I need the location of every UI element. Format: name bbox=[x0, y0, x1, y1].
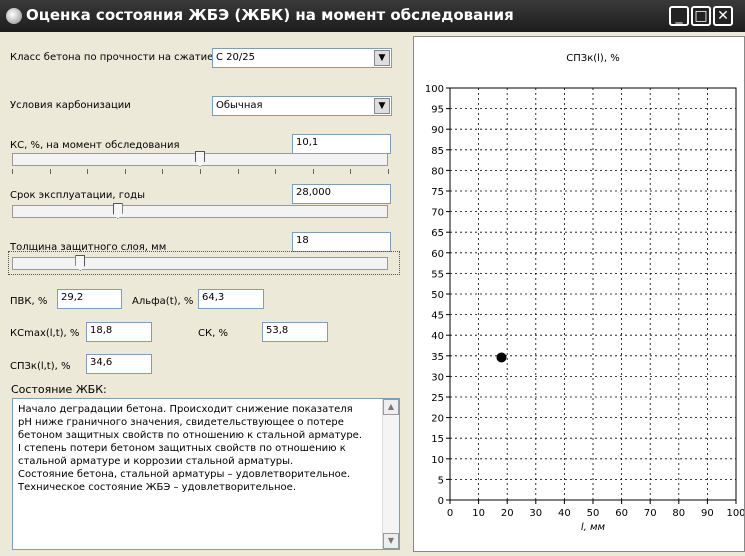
x-tick-label: 40 bbox=[558, 508, 571, 519]
pvk-output[interactable]: 29,2 bbox=[57, 289, 122, 309]
service-life-input[interactable]: 28,000 bbox=[292, 184, 391, 204]
ks-slider-thumb[interactable] bbox=[195, 151, 205, 167]
slider-tick bbox=[162, 169, 164, 174]
ks-input[interactable]: 10,1 bbox=[292, 134, 391, 154]
slider-tick bbox=[87, 169, 89, 174]
x-tick-label: 60 bbox=[615, 508, 628, 519]
chart-title: СПЗк(l), % bbox=[566, 53, 619, 64]
cover-label: Толщина защитного слоя, мм bbox=[10, 242, 167, 253]
x-tick-label: 30 bbox=[529, 508, 542, 519]
sk-output[interactable]: 53,8 bbox=[262, 322, 328, 342]
carbonization-label: Условия карбонизации bbox=[10, 100, 131, 111]
close-button[interactable]: ✕ bbox=[713, 6, 733, 26]
x-tick-label: 10 bbox=[472, 508, 485, 519]
y-tick-label: 20 bbox=[431, 414, 444, 425]
chart-panel: 0 10 20 30 40 50 60 70 80 90 100 0 5 10 15 20 25 30 35 40 45… bbox=[413, 36, 745, 552]
input-panel: Класс бетона по прочности на сжатие С 20… bbox=[8, 36, 404, 552]
x-tick-label: 50 bbox=[587, 508, 600, 519]
kcmax-output[interactable]: 18,8 bbox=[86, 322, 152, 342]
x-tick-label: 70 bbox=[644, 508, 657, 519]
window-title: Оценка состояния ЖБЭ (ЖБК) на момент обс… bbox=[26, 6, 514, 24]
memo-scrollbar[interactable]: ▲ ▼ bbox=[382, 399, 399, 549]
slider-tick bbox=[312, 169, 314, 174]
chevron-down-icon[interactable]: ▼ bbox=[374, 50, 390, 66]
ks-slider-ticks bbox=[12, 169, 389, 175]
pvk-label: ПВК, % bbox=[10, 296, 48, 307]
y-tick-label: 35 bbox=[431, 352, 444, 363]
slider-tick bbox=[237, 169, 239, 174]
minimize-button[interactable]: _ bbox=[669, 6, 689, 26]
slider-tick bbox=[124, 169, 126, 174]
y-tick-label: 45 bbox=[431, 311, 444, 322]
slider-tick bbox=[275, 169, 277, 174]
service-life-slider-thumb[interactable] bbox=[112, 203, 123, 219]
chart-svg: 0 10 20 30 40 50 60 70 80 90 100 0 5 10 15 20 25 30 35 40 45… bbox=[425, 53, 745, 533]
cover-slider-focus bbox=[8, 251, 400, 275]
y-tick-label: 100 bbox=[425, 84, 444, 95]
y-tick-label: 25 bbox=[431, 393, 444, 404]
slider-tick bbox=[12, 169, 13, 174]
x-axis-label: l, мм bbox=[581, 522, 606, 533]
cover-slider-thumb[interactable] bbox=[75, 255, 86, 271]
y-tick-label: 30 bbox=[431, 372, 444, 383]
chevron-down-icon[interactable]: ▼ bbox=[374, 98, 390, 114]
scroll-down-icon[interactable]: ▼ bbox=[383, 533, 399, 549]
y-tick-label: 5 bbox=[438, 475, 444, 486]
carbonization-value: Обычная bbox=[216, 100, 263, 111]
y-tick-label: 40 bbox=[431, 331, 444, 342]
state-text: Начало деградации бетона. Происходит сни… bbox=[18, 404, 362, 493]
y-tick-label: 55 bbox=[431, 269, 444, 280]
sk-label: СК, % bbox=[198, 328, 228, 339]
y-tick-label: 95 bbox=[431, 105, 444, 116]
y-tick-label: 65 bbox=[431, 228, 444, 239]
ks-label: КС, %, на момент обследования bbox=[10, 140, 180, 151]
x-tick-label: 90 bbox=[701, 508, 714, 519]
state-memo[interactable]: Начало деградации бетона. Происходит сни… bbox=[12, 398, 400, 550]
state-label: Состояние ЖБК: bbox=[11, 383, 107, 396]
concrete-class-select[interactable]: С 20/25 ▼ bbox=[212, 48, 392, 68]
kcmax-label: КСmax(l,t), % bbox=[10, 328, 80, 339]
service-life-label: Срок эксплуатации, годы bbox=[10, 190, 145, 201]
title-bar: Оценка состояния ЖБЭ (ЖБК) на момент обс… bbox=[0, 0, 745, 32]
slider-tick bbox=[200, 169, 201, 174]
x-tick-label: 100 bbox=[726, 508, 744, 519]
spz-label: СПЗк(l,t), % bbox=[10, 361, 71, 372]
concrete-class-value: С 20/25 bbox=[216, 52, 255, 63]
cover-input[interactable]: 18 bbox=[292, 232, 391, 252]
ks-slider[interactable] bbox=[12, 151, 388, 167]
x-tick-label: 0 bbox=[447, 508, 453, 519]
y-tick-label: 15 bbox=[431, 434, 444, 445]
maximize-button[interactable]: □ bbox=[691, 6, 711, 26]
y-tick-label: 75 bbox=[431, 187, 444, 198]
window-client: Класс бетона по прочности на сжатие С 20… bbox=[0, 32, 745, 556]
scroll-up-icon[interactable]: ▲ bbox=[383, 399, 399, 415]
carbonization-select[interactable]: Обычная ▼ bbox=[212, 96, 392, 116]
alpha-output[interactable]: 64,3 bbox=[198, 289, 264, 309]
y-tick-label: 0 bbox=[438, 496, 444, 507]
y-tick-label: 10 bbox=[431, 455, 444, 466]
slider-tick bbox=[49, 169, 51, 174]
slider-tick bbox=[388, 169, 389, 174]
cover-slider[interactable] bbox=[12, 255, 388, 271]
x-tick-label: 20 bbox=[501, 508, 514, 519]
service-life-slider[interactable] bbox=[12, 203, 388, 219]
y-tick-label: 80 bbox=[431, 166, 444, 177]
data-point bbox=[496, 352, 507, 363]
slider-tick bbox=[350, 169, 352, 174]
app-icon bbox=[6, 8, 22, 24]
spz-output[interactable]: 34,6 bbox=[86, 354, 152, 374]
concrete-class-label: Класс бетона по прочности на сжатие bbox=[10, 52, 214, 63]
y-tick-label: 50 bbox=[431, 290, 444, 301]
alpha-label: Альфа(t), % bbox=[132, 296, 194, 307]
y-tick-label: 60 bbox=[431, 249, 444, 260]
y-tick-label: 85 bbox=[431, 146, 444, 157]
x-tick-label: 80 bbox=[672, 508, 685, 519]
y-tick-label: 90 bbox=[431, 125, 444, 136]
y-tick-label: 70 bbox=[431, 208, 444, 219]
